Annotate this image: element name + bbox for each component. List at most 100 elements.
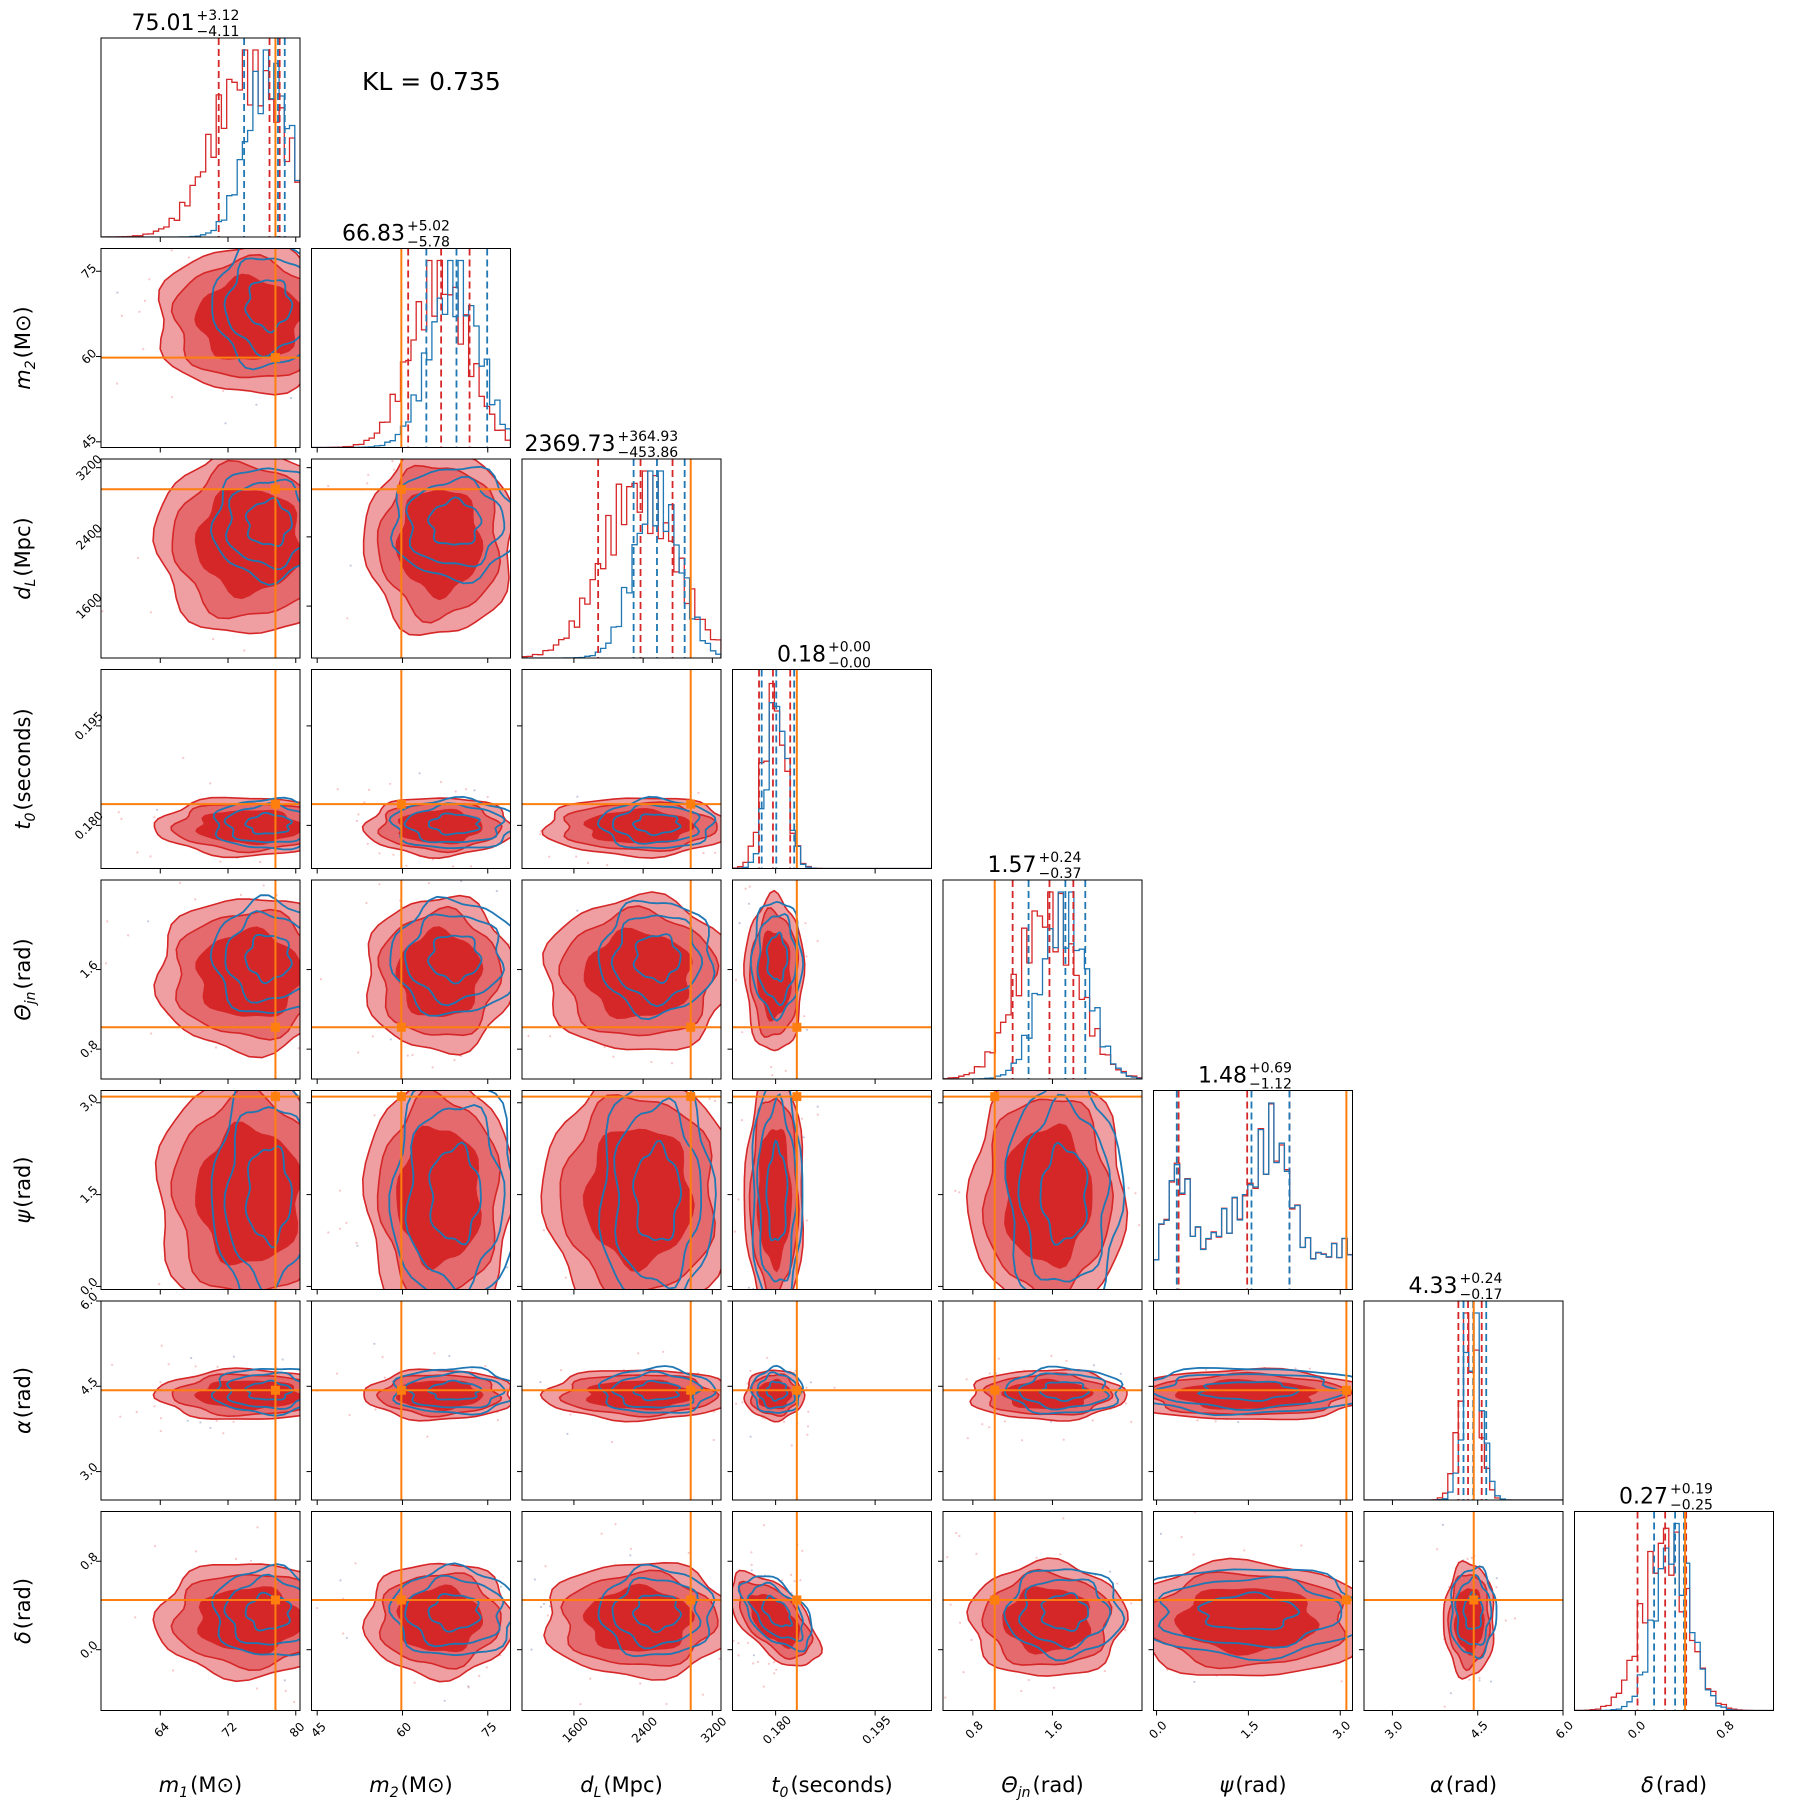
scatter-point xyxy=(328,1185,330,1187)
scatter-point xyxy=(234,1557,237,1561)
scatter-point xyxy=(737,1198,740,1201)
scatter-point xyxy=(228,184,230,186)
blue-contour-outer xyxy=(751,1090,804,1290)
scatter-point xyxy=(321,1367,323,1369)
truth-marker xyxy=(270,1092,280,1102)
scatter-point xyxy=(748,885,751,888)
scatter-point xyxy=(1340,1680,1343,1683)
scatter-point xyxy=(515,1564,517,1566)
scatter-point xyxy=(540,1400,542,1402)
scatter-point xyxy=(722,961,724,963)
median-plus: +0.69 xyxy=(1249,1061,1292,1077)
scatter-point xyxy=(336,1372,339,1375)
scatter-point xyxy=(1369,1609,1371,1611)
red-histogram xyxy=(311,259,511,448)
scatter-point xyxy=(578,410,580,412)
blue-contour-outer xyxy=(209,467,300,586)
blue-contour-outer xyxy=(209,894,300,1014)
scatter-point xyxy=(309,1079,311,1081)
scatter-point xyxy=(530,831,532,833)
scatter-point xyxy=(322,1421,324,1423)
scatter-point xyxy=(790,1573,793,1576)
median-minus: −5.78 xyxy=(407,235,450,251)
axis-label-thetajn: Θjn (rad) xyxy=(11,938,39,1021)
axis-label-t0: t0(seconds) xyxy=(11,708,39,829)
scatter-point xyxy=(111,1363,114,1366)
y-tick-label: 60 xyxy=(79,346,100,367)
scatter-point xyxy=(117,811,120,814)
axis-subscript: 0 xyxy=(23,812,39,821)
scatter-point xyxy=(338,1189,342,1192)
scatter-point xyxy=(1406,1362,1408,1364)
scatter-point xyxy=(752,1654,756,1657)
scatter-point xyxy=(351,1348,353,1350)
scatter-point xyxy=(809,1381,813,1384)
scatter-point xyxy=(426,1435,429,1438)
scatter-point xyxy=(603,1045,606,1048)
scatter-point xyxy=(789,1057,791,1059)
scatter-point xyxy=(213,1306,215,1308)
scatter-point xyxy=(443,1699,446,1702)
scatter-point xyxy=(549,1035,552,1038)
scatter-point xyxy=(744,887,747,890)
panel-frame xyxy=(100,669,301,869)
scatter-point xyxy=(1386,1632,1388,1634)
scatter-point xyxy=(865,1703,867,1705)
median-title: 1.48 xyxy=(1198,1064,1247,1089)
axis-symbol: t xyxy=(771,1773,780,1797)
median-title: 66.83 xyxy=(342,222,405,247)
axis-label-psi: ψ (rad) xyxy=(11,1156,35,1223)
scatter-point xyxy=(783,1420,786,1423)
scatter-point xyxy=(1098,1557,1100,1559)
scatter-point xyxy=(733,1413,735,1415)
panel-content xyxy=(943,1090,1142,1290)
scatter-point xyxy=(333,1703,335,1705)
scatter-point xyxy=(464,452,466,454)
scatter-point xyxy=(323,1031,325,1033)
scatter-point xyxy=(104,962,108,965)
scatter-point xyxy=(309,307,311,309)
scatter-point xyxy=(1374,1385,1376,1387)
scatter-point xyxy=(199,1421,202,1424)
scatter-point xyxy=(421,1559,423,1561)
scatter-point xyxy=(428,1346,430,1348)
axis-symbol: m xyxy=(11,369,35,389)
scatter-point xyxy=(367,473,370,476)
scatter-point xyxy=(639,1682,642,1685)
scatter-point xyxy=(134,1616,137,1619)
scatter-point xyxy=(281,1358,284,1361)
scatter-point xyxy=(378,883,381,886)
scatter-point xyxy=(514,1037,516,1039)
scatter-point xyxy=(232,1355,235,1358)
blue-contour-mid xyxy=(405,475,506,568)
scatter-point xyxy=(1404,1419,1406,1421)
scatter-point xyxy=(773,1672,776,1675)
scatter-point xyxy=(353,392,355,394)
blue-contour-inner xyxy=(632,1594,683,1634)
panel-frame xyxy=(311,1300,511,1501)
scatter-point xyxy=(770,1082,772,1084)
scatter-point xyxy=(331,576,333,578)
scatter-point xyxy=(338,1227,341,1230)
axis-symbol: ψ xyxy=(11,1209,35,1224)
scatter-point xyxy=(1021,1439,1024,1442)
axis-label-t0: t0(seconds) xyxy=(771,1773,892,1801)
scatter-point xyxy=(363,801,366,804)
panel-psi-alpha xyxy=(1148,1300,1408,1505)
panel-content xyxy=(101,184,355,448)
scatter-point xyxy=(606,864,609,867)
scatter-point xyxy=(946,1556,949,1559)
scatter-point xyxy=(120,314,123,317)
panel-frame xyxy=(1153,1511,1353,1711)
scatter-point xyxy=(453,1059,456,1062)
x-tick-label: 0.8 xyxy=(963,1718,986,1741)
axis-symbol: α xyxy=(11,1420,35,1434)
scatter-point xyxy=(345,1221,348,1224)
scatter-point xyxy=(962,1671,965,1674)
scatter-point xyxy=(784,1069,787,1072)
scatter-point xyxy=(726,1398,728,1400)
red-contour-inner xyxy=(1174,1588,1320,1656)
truth-marker xyxy=(1341,1595,1351,1605)
scatter-point xyxy=(375,1324,377,1326)
